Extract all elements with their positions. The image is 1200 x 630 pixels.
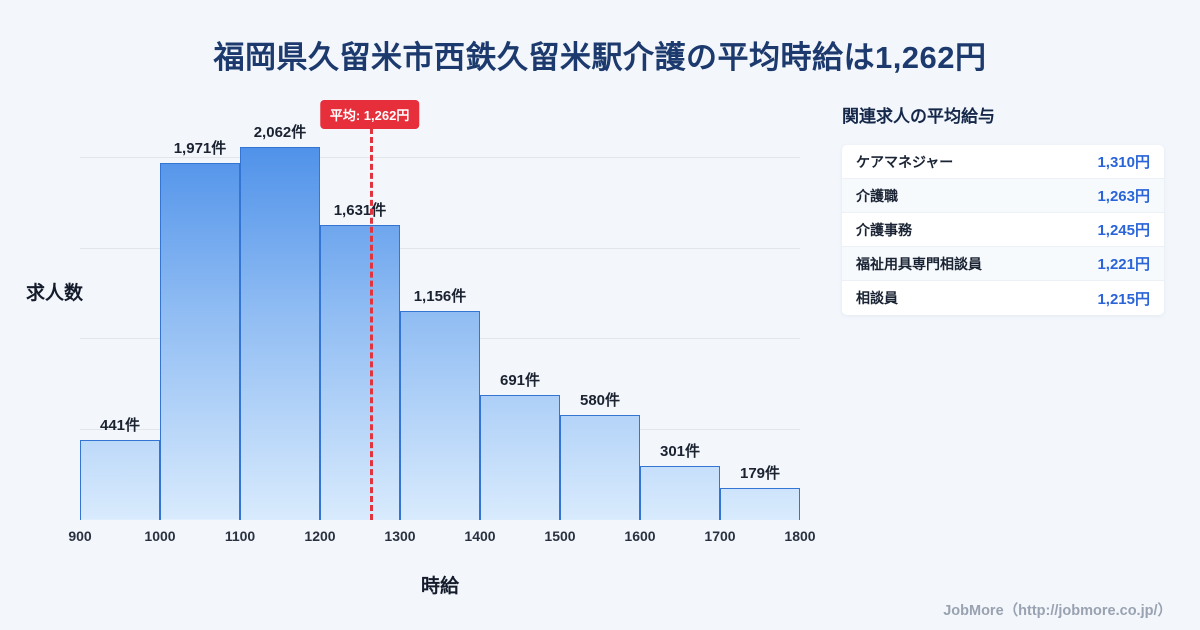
related-job-row: 介護事務 1,245円: [842, 213, 1164, 247]
job-wage-value: 1,310円: [1097, 154, 1150, 171]
x-tick-label: 1200: [304, 528, 336, 544]
histogram-bin: 441件: [80, 417, 160, 520]
related-jobs-panel: 関連求人の平均給与 ケアマネジャー 1,310円介護職 1,263円介護事務 1,24…: [842, 102, 1164, 315]
job-wage-value: 1,221円: [1097, 256, 1150, 273]
average-line: [369, 128, 373, 520]
bar: [400, 310, 480, 520]
job-wage-value: 1,263円: [1097, 188, 1150, 205]
bar-value-label: 179件: [739, 464, 781, 482]
page-title: 福岡県久留米市西鉄久留米駅介護の平均時給は1,262円: [213, 40, 987, 75]
gridline: [80, 157, 800, 159]
x-tick-label: 1800: [784, 528, 816, 544]
bar-value-label: 1,631件: [333, 201, 387, 219]
histogram-bin: 691件: [480, 372, 560, 520]
gridline: [80, 247, 800, 249]
x-tick-label: 1600: [624, 528, 656, 544]
x-axis-label: 時給: [420, 576, 459, 597]
x-tick-label: 900: [68, 528, 92, 544]
job-title-label: 介護事務: [856, 221, 912, 238]
histogram-bin: 1,631件: [320, 202, 400, 520]
panel-title: 関連求人の平均給与: [842, 107, 995, 126]
bar: [80, 440, 160, 520]
related-job-row: 介護職 1,263円: [842, 179, 1164, 213]
related-job-row: ケアマネジャー 1,310円: [842, 145, 1164, 179]
bar-value-label: 691件: [499, 371, 541, 389]
bar: [320, 224, 400, 520]
job-wage-value: 1,215円: [1097, 290, 1150, 308]
x-tick-label: 1700: [704, 528, 736, 544]
histogram-bin: 179件: [720, 465, 800, 520]
x-tick-label: 1300: [384, 528, 416, 544]
bar-value-label: 441件: [99, 417, 141, 435]
average-badge: 平均: 1,262円: [319, 100, 420, 129]
related-job-row: 福祉用具専門相談員 1,221円: [842, 247, 1164, 281]
x-tick-label: 1000: [144, 528, 176, 544]
job-title-label: 福祉用具専門相談員: [856, 255, 982, 272]
bar: [720, 487, 800, 520]
panel-card: ケアマネジャー 1,310円介護職 1,263円介護事務 1,245円福祉用具専門相談…: [842, 145, 1164, 315]
bar-value-label: 301件: [659, 442, 701, 460]
histogram-bin: 1,156件: [400, 288, 480, 520]
histogram-bin: 301件: [640, 443, 720, 520]
x-tick-label: 1400: [464, 528, 496, 544]
bar-value-label: 1,156件: [413, 287, 467, 305]
x-tick-label: 1100: [224, 528, 256, 544]
job-title-label: ケアマネジャー: [856, 153, 954, 170]
bar: [640, 465, 720, 520]
bar: [480, 394, 560, 520]
bar: [160, 163, 240, 520]
footer-credit: JobMore（http://jobmore.co.jp/）: [943, 603, 1172, 619]
job-title-label: 介護職: [856, 187, 898, 204]
bar-value-label: 2,062件: [253, 123, 307, 141]
wage-histogram: 441件 1,971件 2,062件 1,631件 1,156件 691件 580件 301件…: [68, 100, 816, 544]
bar: [560, 415, 640, 520]
job-title-label: 相談員: [856, 290, 898, 306]
y-axis-label: 求人数: [26, 283, 84, 304]
histogram-bin: 2,062件: [240, 124, 320, 520]
histogram-bin: 1,971件: [160, 140, 240, 520]
job-wage-value: 1,245円: [1097, 222, 1150, 239]
bar-value-label: 1,971件: [173, 140, 227, 158]
bar-value-label: 580件: [579, 392, 621, 410]
bar: [240, 146, 320, 520]
histogram-bin: 580件: [560, 392, 640, 520]
related-job-row: 相談員 1,215円: [842, 281, 1164, 315]
x-tick-label: 1500: [544, 528, 576, 544]
